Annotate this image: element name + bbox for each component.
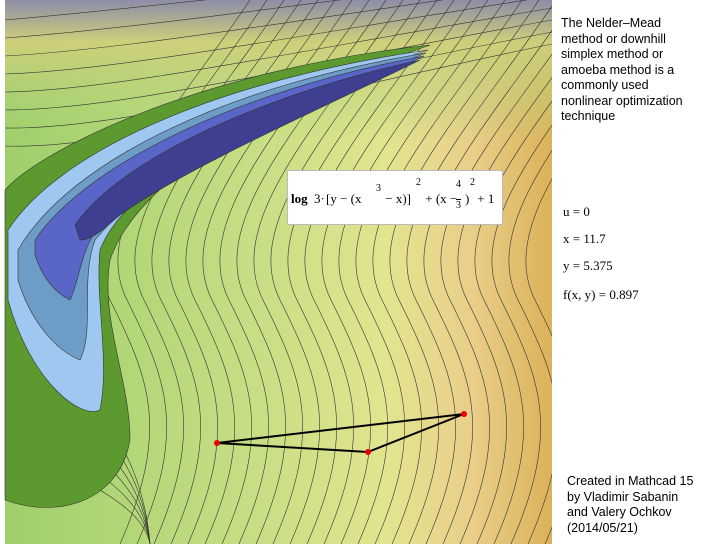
formula-part: 2: [416, 177, 421, 188]
formula-part: 2: [470, 177, 475, 188]
contour-line: [508, 149, 552, 544]
formula-part: 3: [456, 199, 461, 211]
credit-line: (2014/05/21): [567, 520, 638, 535]
contour-line: [440, 53, 552, 544]
contour-line: [423, 29, 552, 544]
formula-part: − x)]: [382, 191, 411, 206]
contour-line: [525, 178, 552, 544]
description-line: The Nelder–Mead: [561, 16, 662, 30]
description-line: nonlinear optimization: [561, 93, 683, 108]
formula-part: 3·: [314, 191, 325, 206]
contour-line: [4, 0, 529, 75]
contour-line: [287, 0, 438, 544]
simplex-vertex: [365, 449, 371, 455]
formula-part: + 1: [474, 191, 495, 206]
simplex-vertex: [461, 411, 467, 417]
variable-line: x = 11.7: [563, 231, 606, 246]
formula-part: [y − (x: [326, 191, 362, 206]
contour-line: [4, 7, 552, 93]
contour-line: [4, 0, 444, 57]
formula: log 3· [y − (x 3 − x)] 2 + (x − 4 3 ) 2 …: [287, 170, 503, 225]
description-line: technique: [561, 109, 616, 123]
description-line: simplex method or: [561, 47, 664, 61]
formula-part: 3: [376, 183, 381, 194]
valley-core: [74, 59, 421, 241]
contour-line: [457, 77, 552, 544]
credit-line: Created in Mathcad 15: [567, 474, 694, 488]
variable-line: y = 5.375: [563, 258, 613, 273]
variable-line: f(x, y) = 0.897: [563, 287, 639, 302]
contour-line: [389, 0, 540, 544]
contour-line: [304, 0, 455, 544]
contour-line: [4, 0, 208, 21]
variables: u = 0 x = 11.7 y = 5.375 f(x, y) = 0.897: [563, 204, 639, 314]
variable-line: u = 0: [563, 204, 590, 219]
contour-line: [355, 0, 506, 544]
credit-line: and Valery Ochkov: [567, 505, 672, 519]
formula-part: 4: [456, 179, 461, 190]
contour-plot: [4, 0, 552, 544]
description-line: commonly used: [561, 78, 649, 92]
contour-line: [372, 0, 523, 544]
contour-line: [474, 100, 552, 544]
contour-line: [321, 0, 472, 544]
contour-line: [4, 0, 342, 39]
description: The Nelder–Mead method or downhill simplex…: [561, 16, 683, 125]
contour-line: [406, 5, 552, 544]
formula-part: log: [291, 191, 308, 206]
description-line: amoeba method is a: [561, 62, 675, 77]
formula-part: ): [465, 191, 470, 206]
credits: Created in Mathcad 15 by Vladimir Sabanin…: [567, 474, 693, 536]
credit-line: by Vladimir Sabanin: [567, 489, 679, 504]
formula-part: + (x −: [422, 191, 461, 206]
contour-line: [491, 124, 552, 544]
simplex-triangle: [216, 413, 465, 454]
simplex-vertex: [214, 440, 220, 446]
description-line: method or downhill: [561, 31, 666, 46]
contour-line: [270, 0, 421, 544]
contour-line: [4, 19, 552, 111]
